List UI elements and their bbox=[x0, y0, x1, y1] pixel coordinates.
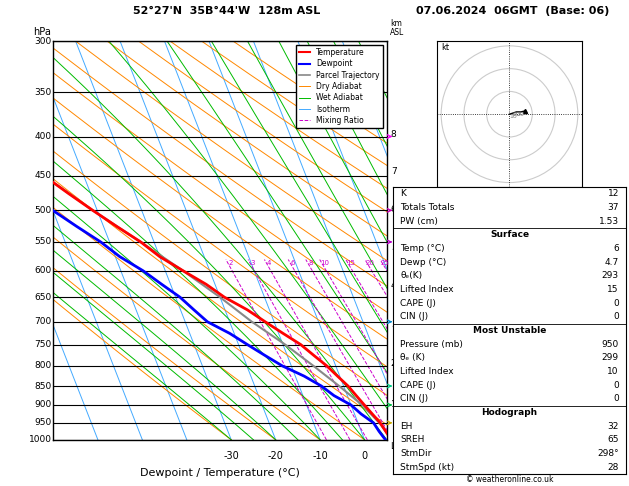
Text: 700: 700 bbox=[35, 317, 52, 326]
Text: 2: 2 bbox=[228, 260, 233, 266]
Text: -30: -30 bbox=[223, 451, 239, 461]
Text: 52°27'N  35B°44'W  128m ASL: 52°27'N 35B°44'W 128m ASL bbox=[133, 5, 320, 16]
Text: 950: 950 bbox=[35, 418, 52, 427]
Text: 12: 12 bbox=[608, 190, 619, 198]
Text: θₑ(K): θₑ(K) bbox=[400, 271, 422, 280]
Text: 800: 800 bbox=[35, 362, 52, 370]
Text: 2: 2 bbox=[391, 359, 396, 368]
Text: -20: -20 bbox=[268, 451, 284, 461]
Text: 7: 7 bbox=[391, 167, 397, 176]
Text: 07.06.2024  06GMT  (Base: 06): 07.06.2024 06GMT (Base: 06) bbox=[416, 5, 610, 16]
Text: 298°: 298° bbox=[598, 449, 619, 458]
Text: Temp (°C): Temp (°C) bbox=[400, 244, 445, 253]
Text: kt: kt bbox=[441, 43, 449, 52]
Text: 950: 950 bbox=[601, 340, 619, 348]
Text: 8: 8 bbox=[391, 130, 397, 139]
Text: 15: 15 bbox=[608, 285, 619, 294]
Text: 8: 8 bbox=[308, 260, 313, 266]
Text: 20: 20 bbox=[365, 260, 374, 266]
Text: 400: 400 bbox=[35, 132, 52, 141]
Text: LCL: LCL bbox=[390, 442, 405, 451]
Text: 30: 30 bbox=[517, 112, 525, 118]
Text: CAPE (J): CAPE (J) bbox=[400, 299, 436, 308]
Text: 32: 32 bbox=[608, 421, 619, 431]
Legend: Temperature, Dewpoint, Parcel Trajectory, Dry Adiabat, Wet Adiabat, Isotherm, Mi: Temperature, Dewpoint, Parcel Trajectory… bbox=[296, 45, 383, 128]
Text: 0: 0 bbox=[613, 299, 619, 308]
Text: 0: 0 bbox=[613, 312, 619, 321]
Text: 299: 299 bbox=[602, 353, 619, 362]
Text: 1.53: 1.53 bbox=[599, 217, 619, 226]
Text: StmSpd (kt): StmSpd (kt) bbox=[400, 463, 454, 471]
Text: 750: 750 bbox=[35, 340, 52, 349]
Text: Surface: Surface bbox=[490, 230, 529, 240]
Text: 5: 5 bbox=[391, 243, 397, 252]
Text: PW (cm): PW (cm) bbox=[400, 217, 438, 226]
Text: 20: 20 bbox=[513, 112, 520, 118]
Text: 28: 28 bbox=[608, 463, 619, 471]
Text: 450: 450 bbox=[35, 171, 52, 180]
Text: 350: 350 bbox=[35, 88, 52, 97]
Text: Dewp (°C): Dewp (°C) bbox=[400, 258, 447, 267]
Text: CIN (J): CIN (J) bbox=[400, 312, 428, 321]
Text: 37: 37 bbox=[608, 203, 619, 212]
Text: 0: 0 bbox=[362, 451, 368, 461]
Text: Mixing Ratio (g/kg): Mixing Ratio (g/kg) bbox=[426, 201, 435, 280]
Text: 4: 4 bbox=[391, 281, 396, 290]
Text: 3: 3 bbox=[391, 320, 397, 329]
Text: Most Unstable: Most Unstable bbox=[473, 326, 546, 335]
Text: 25: 25 bbox=[381, 260, 389, 266]
Text: -10: -10 bbox=[312, 451, 328, 461]
Text: θₑ (K): θₑ (K) bbox=[400, 353, 425, 362]
Text: 4: 4 bbox=[267, 260, 271, 266]
Text: 500: 500 bbox=[35, 206, 52, 215]
Text: 3: 3 bbox=[250, 260, 255, 266]
Text: 15: 15 bbox=[347, 260, 355, 266]
Text: Lifted Index: Lifted Index bbox=[400, 367, 454, 376]
Text: Hodograph: Hodograph bbox=[481, 408, 538, 417]
Text: 10: 10 bbox=[509, 114, 517, 119]
Text: 600: 600 bbox=[35, 266, 52, 275]
Text: 10: 10 bbox=[320, 260, 329, 266]
Text: 6: 6 bbox=[613, 244, 619, 253]
Text: 6: 6 bbox=[291, 260, 296, 266]
Text: 550: 550 bbox=[35, 238, 52, 246]
Text: 0: 0 bbox=[613, 394, 619, 403]
Text: 1: 1 bbox=[391, 399, 397, 409]
Text: Totals Totals: Totals Totals bbox=[400, 203, 455, 212]
Text: © weatheronline.co.uk: © weatheronline.co.uk bbox=[465, 474, 554, 484]
Text: 650: 650 bbox=[35, 293, 52, 302]
Text: hPa: hPa bbox=[33, 27, 52, 37]
Text: CAPE (J): CAPE (J) bbox=[400, 381, 436, 390]
Text: 850: 850 bbox=[35, 382, 52, 391]
Text: 10: 10 bbox=[608, 367, 619, 376]
Text: CIN (J): CIN (J) bbox=[400, 394, 428, 403]
Text: EH: EH bbox=[400, 421, 413, 431]
Text: 65: 65 bbox=[608, 435, 619, 444]
Text: Dewpoint / Temperature (°C): Dewpoint / Temperature (°C) bbox=[140, 468, 300, 478]
Text: SREH: SREH bbox=[400, 435, 425, 444]
Text: 6: 6 bbox=[391, 205, 397, 214]
Text: km
ASL: km ASL bbox=[390, 18, 404, 37]
Text: 1000: 1000 bbox=[29, 435, 52, 444]
Text: 293: 293 bbox=[602, 271, 619, 280]
Text: StmDir: StmDir bbox=[400, 449, 431, 458]
Text: 300: 300 bbox=[35, 37, 52, 46]
Text: Lifted Index: Lifted Index bbox=[400, 285, 454, 294]
Text: 4.7: 4.7 bbox=[604, 258, 619, 267]
Text: K: K bbox=[400, 190, 406, 198]
Text: 0: 0 bbox=[613, 381, 619, 390]
Text: Pressure (mb): Pressure (mb) bbox=[400, 340, 463, 348]
Text: 900: 900 bbox=[35, 400, 52, 410]
